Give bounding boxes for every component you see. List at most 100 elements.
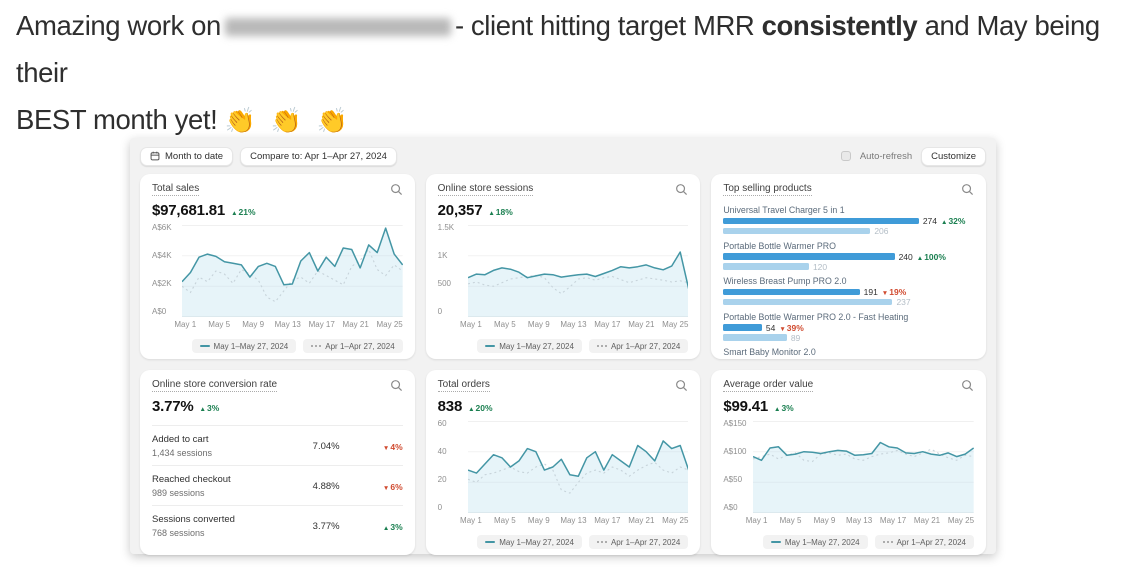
previous-period-line [182,250,403,302]
x-tick-label: May 5 [208,320,231,329]
x-axis-total-sales: May 1 May 5 May 9 May 13 May 17 May 21 May 25 [174,320,403,333]
x-axis-total-orders: May 1 May 5 May 9 May 13 May 17 May 21 May 25 [460,516,688,529]
current-period-area [182,228,403,317]
y-axis-total-orders: 60 40 20 0 [437,420,468,513]
magnifier-icon[interactable] [675,379,688,392]
x-tick-label: May 1 [174,320,197,329]
product-change: 39% [779,323,804,333]
x-tick-label: May 5 [779,516,802,525]
average-order-value: $99.41 [723,398,769,415]
y-tick-label: A$6K [152,223,172,232]
post-text-after-name: - client hitting target MRR [454,10,755,41]
product-previous-value: 206 [874,226,889,236]
post-text-before-name: Amazing work on [16,10,221,41]
legend-current-period[interactable]: May 1–May 27, 2024 [191,339,297,353]
previous-period-bar[interactable] [723,298,893,306]
conversion-funnel: Added to cart 1,434 sessions 7.04% 4% Re… [152,425,403,545]
funnel-step-change: 3% [383,522,403,532]
average-order-value-line-chart [753,421,974,513]
funnel-step-label: Sessions converted [152,514,235,525]
y-axis-total-sales: A$6K A$4K A$2K A$0 [152,223,182,317]
total-sales-value: $97,681.81 [152,202,226,219]
funnel-step-label: Added to cart [152,434,209,445]
magnifier-icon[interactable] [390,183,403,196]
product-previous-value: 237 [896,297,911,307]
x-axis-average-order-value: May 1 May 5 May 9 May 13 May 17 May 21 May 25 [746,516,975,529]
product-current-value: 52 [764,358,773,359]
legend-current-period[interactable]: May 1–May 27, 2024 [477,535,582,549]
legend-previous-period[interactable]: Apr 1–Apr 27, 2024 [303,339,403,353]
legend-previous-period[interactable]: Apr 1–Apr 27, 2024 [588,535,689,549]
product-name: Portable Bottle Warmer PRO [723,240,836,251]
product-change: 19% [882,287,906,297]
customize-label: Customize [931,150,976,162]
dotted-line-swatch [882,541,893,543]
x-tick-label: May 21 [628,516,655,525]
x-tick-label: May 5 [493,320,516,329]
product-current-value: 240 [898,251,913,262]
date-range-button[interactable]: Month to date [140,146,234,166]
auto-refresh-checkbox[interactable] [840,151,851,161]
current-period-area [467,440,689,513]
card-title-sessions[interactable]: Online store sessions [437,183,534,196]
card-title-average-order-value[interactable]: Average order value [723,379,814,392]
product-change: 32% [941,216,965,226]
magnifier-icon[interactable] [390,379,403,392]
legend: May 1–May 27, 2024 Apr 1–Apr 27, 2024 [438,339,689,353]
legend-previous-period[interactable]: Apr 1–Apr 27, 2024 [874,535,974,549]
x-tick-label: May 9 [527,516,550,525]
x-tick-label: May 25 [947,516,975,525]
y-tick-label: A$0 [723,503,738,512]
x-tick-label: May 13 [560,320,587,329]
dotted-line-swatch [596,541,607,543]
previous-period-bar[interactable] [723,263,809,270]
funnel-row-reached-checkout: Reached checkout 989 sessions 4.88% 6% [152,465,403,505]
y-axis-sessions: 1.5K 1K 500 0 [437,224,468,317]
product-name: Wireless Breast Pump PRO 2.0 [723,276,847,286]
solid-line-swatch [485,345,496,347]
previous-period-line [753,449,974,461]
magnifier-icon[interactable] [961,379,974,392]
card-title-conversion-rate[interactable]: Online store conversion rate [152,379,278,392]
total-sales-change: 21% [231,207,256,217]
sessions-change: 18% [488,207,513,217]
current-period-bar[interactable] [723,253,895,260]
magnifier-icon[interactable] [675,183,688,196]
compare-to-button[interactable]: Compare to: Apr 1–Apr 27, 2024 [240,146,397,166]
solid-line-swatch [199,345,210,347]
previous-period-bar[interactable] [723,227,871,235]
y-tick-label: A$4K [152,251,172,260]
customize-button[interactable]: Customize [921,146,986,166]
y-axis-average-order-value: A$150 A$100 A$50 A$0 [723,420,753,513]
legend-current-period[interactable]: May 1–May 27, 2024 [477,339,582,353]
legend-current-period[interactable]: May 1–May 27, 2024 [762,535,868,549]
funnel-step-rate: 3.77% [312,520,340,532]
legend-previous-period[interactable]: Apr 1–Apr 27, 2024 [588,339,689,353]
card-title-top-products[interactable]: Top selling products [723,183,812,196]
current-period-bar[interactable] [723,324,762,331]
card-title-total-sales[interactable]: Total sales [152,183,200,196]
legend: May 1–May 27, 2024 Apr 1–Apr 27, 2024 [438,535,689,549]
funnel-row-sessions-converted: Sessions converted 768 sessions 3.77% 3% [152,505,403,545]
x-tick-label: May 25 [376,320,403,329]
y-tick-label: A$100 [723,447,747,456]
post-line2: BEST month yet! [16,104,218,135]
y-tick-label: A$2K [152,279,172,288]
total-sales-line-chart [182,225,403,317]
current-period-line [182,228,403,285]
funnel-step-rate: 7.04% [312,440,340,452]
x-tick-label: May 13 [274,320,301,329]
current-period-bar[interactable] [723,217,919,225]
product-list: Universal Travel Charger 5 in 1 274 32% … [723,205,974,359]
card-title-total-orders[interactable]: Total orders [437,379,490,392]
y-tick-label: 20 [437,475,447,484]
x-tick-label: May 1 [460,516,482,525]
funnel-step-change: 4% [383,442,403,452]
magnifier-icon[interactable] [961,183,974,196]
previous-period-bar[interactable] [723,334,787,341]
card-top-selling-products: Top selling products Universal Travel Ch… [711,174,986,359]
product-name: Portable Bottle Warmer PRO 2.0 - Fast He… [723,311,909,322]
current-period-bar[interactable] [723,288,860,296]
y-tick-label: 0 [437,307,443,316]
